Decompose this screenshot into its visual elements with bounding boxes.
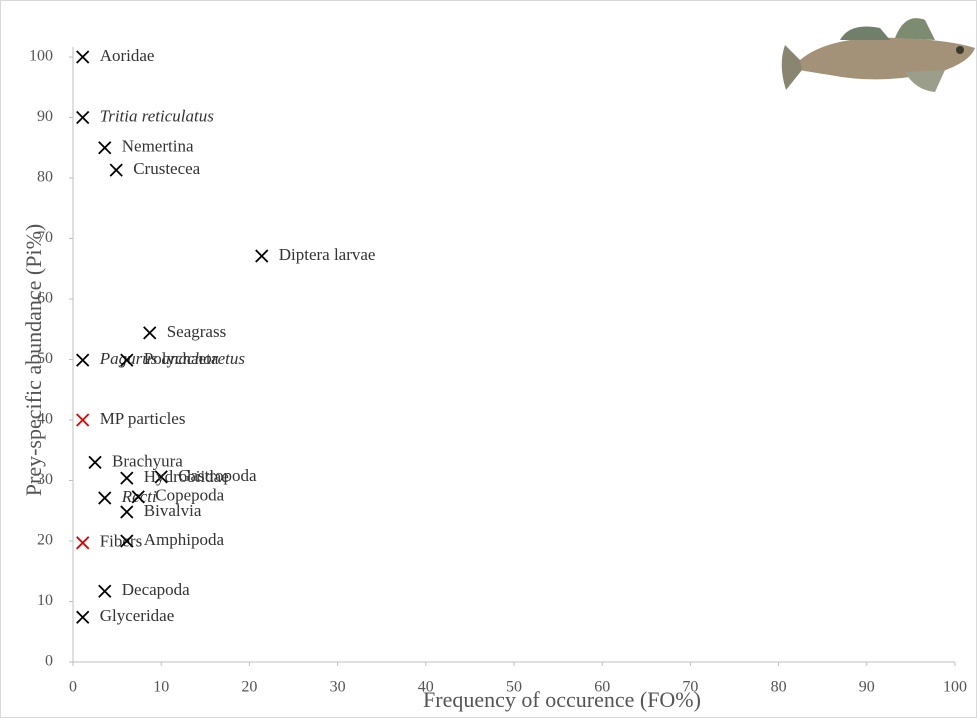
y-tick-label: 40 [37, 411, 53, 428]
x-tick-label: 30 [330, 679, 346, 696]
point-label: Seagrass [167, 322, 226, 341]
point-label: Tritia reticulatus [100, 106, 215, 125]
point-label: Glyceridae [100, 606, 175, 625]
chart: Frequency of occurence (FO%) Prey-specif… [0, 0, 977, 718]
page: {"chart_data": {"type": "scatter", "x_la… [0, 0, 977, 718]
point-label: Bivalvia [144, 501, 202, 520]
x-tick-label: 20 [241, 679, 257, 696]
point-label: Fibers [100, 532, 142, 551]
point-label: MP particles [100, 409, 186, 428]
point-label: Polychaeta [144, 349, 219, 368]
point-label: Hydrobiidae [144, 467, 229, 486]
y-tick-label: 10 [37, 592, 53, 609]
y-tick-label: 70 [37, 229, 53, 246]
y-tick-label: 30 [37, 471, 53, 488]
y-tick-label: 50 [37, 350, 53, 367]
point-label: Aoridae [100, 46, 155, 65]
y-tick-label: 90 [37, 108, 53, 125]
y-tick-label: 20 [37, 532, 53, 549]
y-tick-label: 80 [37, 169, 53, 186]
point-label: Crustecea [133, 159, 200, 178]
point-label: Diptera larvae [279, 245, 376, 264]
point-label: Decapoda [122, 580, 190, 599]
y-tick-label: 100 [29, 48, 53, 65]
x-tick-label: 90 [859, 679, 875, 696]
x-tick-label: 40 [418, 679, 434, 696]
x-tick-label: 100 [943, 679, 967, 696]
y-tick-label: 60 [37, 290, 53, 307]
y-tick-label: 0 [45, 653, 53, 670]
x-tick-label: 60 [594, 679, 610, 696]
point-label: Nemertina [122, 137, 194, 156]
x-tick-label: 10 [153, 679, 169, 696]
x-tick-label: 80 [771, 679, 787, 696]
x-tick-label: 70 [682, 679, 698, 696]
x-axis-title: Frequency of occurence (FO%) [423, 687, 701, 712]
x-tick-label: 0 [69, 679, 77, 696]
point-label: Amphipoda [144, 530, 225, 549]
x-tick-label: 50 [506, 679, 522, 696]
